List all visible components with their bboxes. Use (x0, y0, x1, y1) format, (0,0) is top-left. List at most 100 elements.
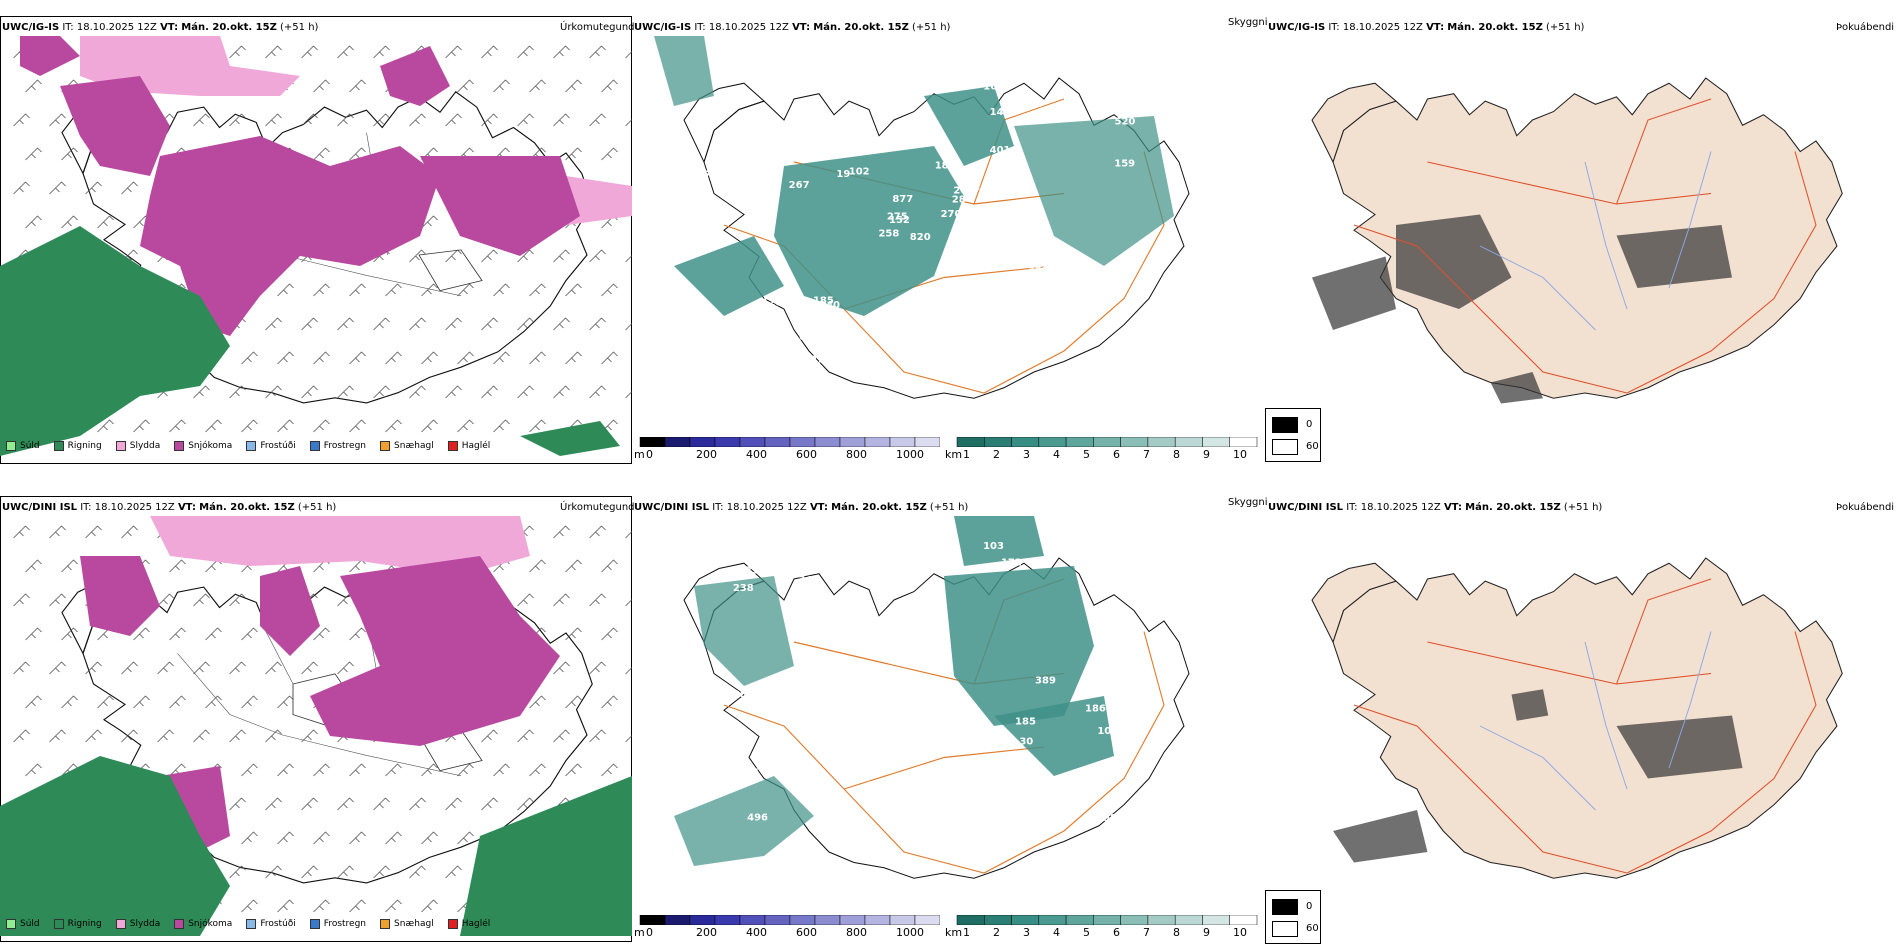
cloud-base-label: 275 (867, 780, 888, 791)
cloud-base-label: 275 (887, 212, 908, 223)
fog-legend-label-0: 0 (1306, 901, 1313, 912)
precip-legend-swatch (447, 441, 458, 451)
cloud-base-label: 238 (733, 583, 754, 594)
model-name: UWC/IG-IS (2, 22, 60, 33)
cloud-base-tick: 200 (696, 926, 717, 939)
cloud-base-label: 105 (840, 630, 861, 641)
visibility-tick: 10 (1233, 448, 1247, 461)
lead-time: (+51 h) (1546, 22, 1585, 33)
visibility-bin (1174, 915, 1203, 925)
cloud-base-label: 851 (869, 628, 890, 639)
cloud-base-tick: 0 (646, 926, 653, 939)
rivers (1479, 631, 1712, 811)
cloud-base-label: 204 (953, 185, 974, 196)
vt-value: Mán. 20.okt. 15Z (813, 22, 909, 33)
cloud-base-bin (814, 437, 841, 447)
fog-legend-swatch-60 (1272, 439, 1298, 455)
cloud-base-label: 196 (1072, 358, 1093, 369)
cloud-base-labels: 820 247 152 293 204 940 163 139 146 270 203 233 279 5… (697, 65, 1135, 376)
cloud-base-label: 165 (741, 700, 762, 711)
precip-legend-label: Súld (20, 441, 40, 451)
precip-legend-swatch (246, 919, 257, 929)
precip-legend-swatch (174, 441, 185, 451)
cloud-base-bin (639, 915, 666, 925)
precip-map-frame (0, 496, 632, 942)
precip-legend-swatch (115, 441, 126, 451)
cloud-base-label: 174 (994, 259, 1015, 270)
roads (1353, 98, 1817, 394)
cloud-base-label: 185 (813, 296, 834, 307)
cloud-base-label: 379 (738, 566, 759, 577)
visibility-map: 185 186 496 133 270 181 214 172 105 308 238 384 379 3… (674, 516, 1190, 879)
vt-value: Mán. 20.okt. 15Z (1465, 502, 1561, 513)
cloud-base-label: 940 (819, 300, 840, 311)
cloud-base-unit: m (634, 448, 645, 461)
visibility-bin (1229, 437, 1258, 447)
visibility-unit: km (945, 926, 963, 939)
precip-legend-label: Frostregn (323, 441, 367, 451)
visibility-bin (956, 437, 985, 447)
cloud-base-label: 520 (1115, 117, 1136, 128)
vt-label: VT: (809, 502, 828, 513)
cloud-base-bin (839, 437, 866, 447)
precip-legend-label: Haglél (461, 919, 491, 929)
visibility-tick: 9 (1203, 926, 1210, 939)
cloud-base-label: 201 (890, 130, 911, 141)
cloud-base-label: 820 (910, 232, 931, 243)
land-area (1332, 557, 1843, 879)
visibility-bin (1202, 437, 1230, 447)
cloud-base-label: 146 (990, 107, 1011, 118)
it-label: IT: (694, 22, 706, 33)
cloud-base-label: 133 (805, 554, 826, 565)
cloud-base-bin (889, 915, 916, 925)
land-area (1332, 77, 1843, 399)
visibility-bin (984, 437, 1012, 447)
visibility-bin (1065, 915, 1094, 925)
visibility-tick: 3 (1023, 926, 1030, 939)
precip-legend: Súld Rigning Slydda Snjókoma Frostúði Frostre… (6, 919, 504, 929)
panel3-title: Þokuábendi (1836, 22, 1895, 33)
cloud-base-tick: 0 (646, 448, 653, 461)
precip-legend-label: Frostregn (323, 919, 367, 929)
cloud-base-label: 159 (842, 658, 863, 669)
cloud-base-label: 401 (990, 145, 1011, 156)
visibility-tick: 8 (1173, 448, 1180, 461)
cloud-base-label: 135 (1028, 260, 1049, 271)
fog-legend-swatch-0 (1272, 899, 1298, 915)
cloud-base-label: 779 (697, 170, 718, 181)
precip-legend-swatch (53, 441, 64, 451)
precip-legend-label: Rigning (67, 919, 102, 929)
lead-time: (+51 h) (929, 502, 969, 513)
precip-legend-item: Slydda (115, 441, 160, 451)
cloud-base-label: 496 (747, 813, 768, 824)
precip-legend-item: Haglél (447, 441, 490, 451)
visibility-bin (1011, 437, 1040, 447)
visibility-tick: 8 (1173, 926, 1180, 939)
cloud-base-label: 279 (747, 196, 768, 207)
visibility-bin (1147, 437, 1176, 447)
visibility-bin (1174, 437, 1203, 447)
precip-map-frame (0, 16, 632, 464)
precip-legend-label: Frostúði (260, 919, 296, 929)
it-label: IT: (62, 22, 74, 33)
cloud-base-bin (914, 437, 940, 447)
fog-legend: 0 60 (1265, 408, 1321, 462)
precip-legend-item: Haglél (447, 919, 491, 929)
cloud-base-bin (839, 915, 866, 925)
visibility-tick: 10 (1233, 926, 1247, 939)
cloud-base-label: 188 (935, 160, 956, 171)
cloud-base-label: 103 (983, 541, 1004, 552)
visibility-bin (1229, 915, 1258, 925)
visibility-tick: 4 (1053, 926, 1060, 939)
precip-legend-label: Snjókoma (188, 441, 233, 451)
vt-label: VT: (1443, 502, 1462, 513)
precip-legend-swatch (174, 919, 185, 929)
cloud-base-label: 531 (1021, 99, 1042, 110)
cloud-base-bin (689, 437, 716, 447)
fog-map (1311, 77, 1843, 404)
precip-legend-item: Frostregn (309, 441, 367, 451)
model-name: UWC/DINI ISL (1268, 502, 1344, 513)
vt-label: VT: (177, 502, 196, 513)
cloud-base-tick: 1000 (896, 448, 924, 461)
visibility-colorbar (956, 915, 1258, 925)
